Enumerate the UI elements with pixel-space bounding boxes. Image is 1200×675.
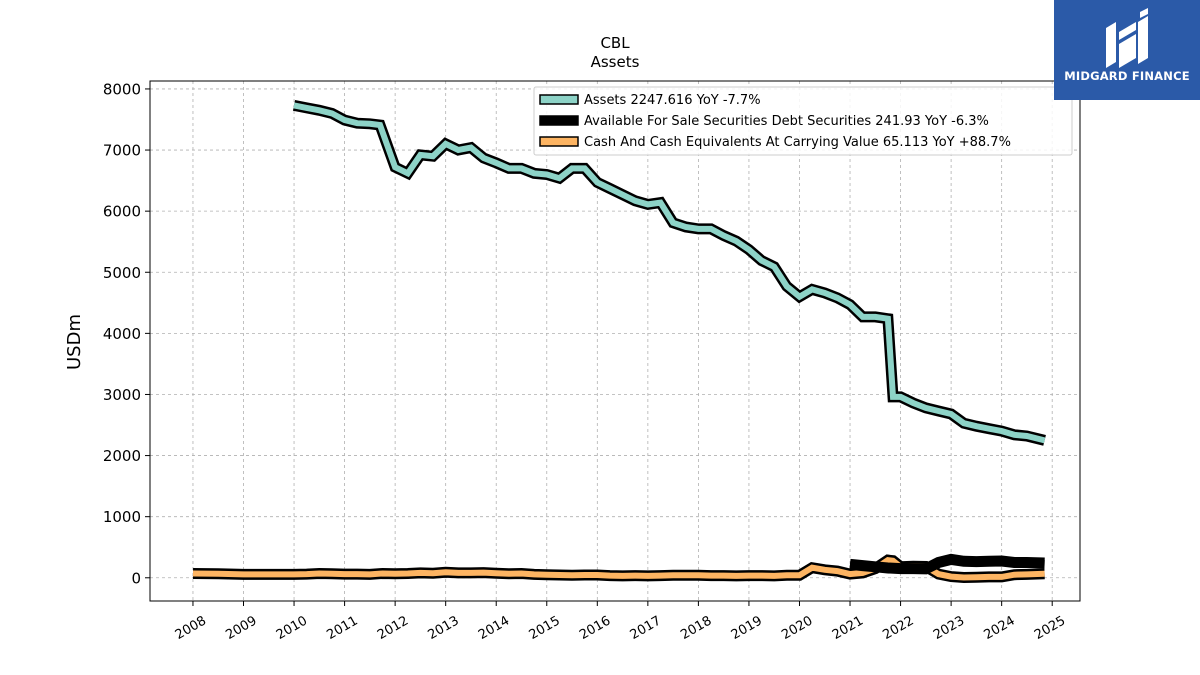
y-tick-label: 2000 (103, 447, 141, 465)
plot-frame (149, 80, 1081, 602)
legend-swatch-afs (539, 115, 579, 126)
legend: Assets 2247.616 YoY -7.7% Available For … (533, 86, 1073, 156)
x-tick-label: 2013 (426, 613, 462, 643)
x-tick-label: 2012 (375, 613, 411, 643)
series-outline-assets (292, 100, 1046, 446)
legend-label-cash: Cash And Cash Equivalents At Carrying Va… (584, 135, 1011, 150)
x-tick-label: 2024 (981, 613, 1017, 643)
x-tick-label: 2017 (628, 613, 664, 643)
brand-mark-icon (1106, 8, 1148, 68)
x-tick-label: 2009 (223, 613, 259, 643)
x-tick-label: 2023 (931, 613, 967, 643)
y-tick-label: 1000 (103, 508, 141, 526)
grid-layer (150, 81, 1080, 601)
legend-swatch-cash (539, 136, 579, 147)
y-tick-label: 5000 (103, 264, 141, 282)
x-tick-label: 2022 (880, 613, 916, 643)
y-tick-label: 4000 (103, 325, 141, 343)
y-tick-label: 0 (131, 569, 141, 587)
y-axis-label: USDm (64, 314, 85, 370)
y-tick-label: 3000 (103, 386, 141, 404)
legend-box (533, 86, 1073, 156)
y-tick-label: 8000 (103, 80, 141, 98)
legend-label-afs: Available For Sale Securities Debt Secur… (584, 114, 989, 129)
x-tick-label: 2019 (729, 613, 765, 643)
legend-swatch-assets (539, 94, 579, 105)
y-tick-label: 7000 (103, 142, 141, 160)
chart-subtitle: Assets (591, 53, 640, 71)
x-tick-label: 2021 (830, 613, 866, 643)
x-tick-label: 2018 (678, 613, 714, 643)
x-tick-label: 2020 (779, 613, 815, 643)
brand-logo: MIDGARD FINANCE (1054, 0, 1200, 100)
y-tick-label: 6000 (103, 203, 141, 221)
x-tick-label: 2011 (324, 613, 360, 643)
x-tick-label: 2025 (1032, 613, 1068, 643)
series-line-assets (293, 102, 1046, 444)
legend-label-assets: Assets 2247.616 YoY -7.7% (584, 93, 761, 108)
series-line-afs (849, 556, 1045, 572)
x-tick-label: 2016 (577, 613, 613, 643)
x-tick-label: 2008 (173, 613, 209, 643)
series-layer (192, 100, 1046, 584)
chart-title: CBL (600, 34, 630, 52)
x-tick-label: 2015 (527, 613, 563, 643)
x-tick-label: 2010 (274, 613, 310, 643)
x-tick-label: 2014 (476, 613, 512, 643)
brand-name: MIDGARD FINANCE (1064, 69, 1190, 83)
